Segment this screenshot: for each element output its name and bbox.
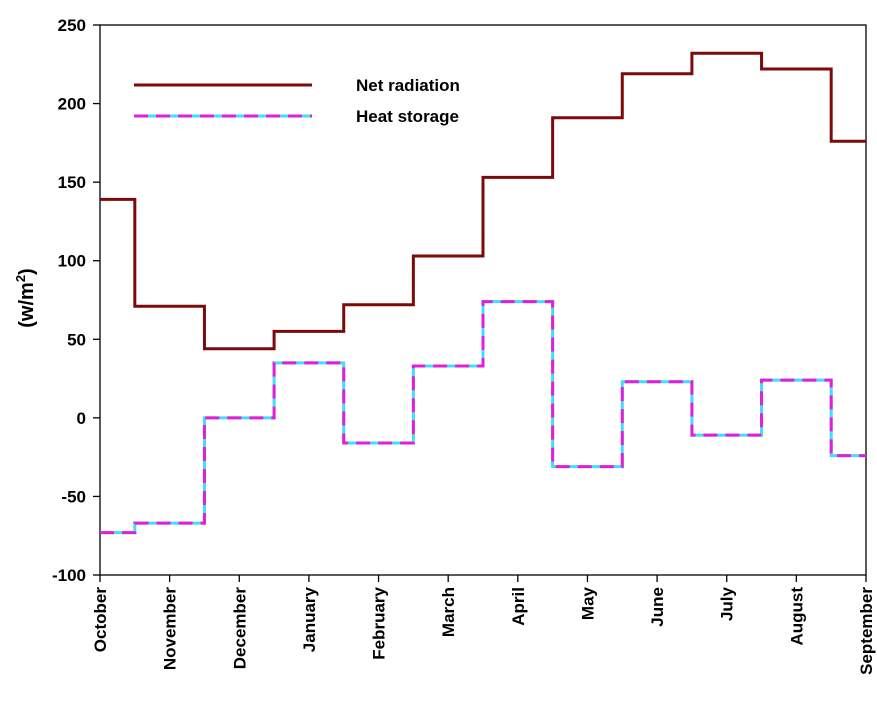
y-tick-label: 50: [67, 330, 86, 349]
y-axis-title: (w/m2): [13, 268, 38, 327]
y-tick-label: -50: [61, 487, 86, 506]
y-axis-title-superscript: 2: [13, 275, 28, 282]
y-axis: -100 -50 0 50 100 150 200 250: [52, 16, 100, 585]
x-tick-label: December: [230, 587, 249, 670]
y-tick-label: 100: [58, 252, 86, 271]
y-axis-title-close: ): [16, 268, 38, 275]
x-tick-label: April: [509, 587, 528, 626]
legend-entry-0: Net radiation: [134, 76, 460, 95]
y-tick-label: 200: [58, 95, 86, 114]
x-tick-label: November: [161, 587, 180, 671]
x-axis: October November December January February Ma…: [91, 575, 876, 675]
y-tick-label: 0: [77, 409, 86, 428]
legend: Net radiation Heat storage: [134, 76, 460, 126]
plot-area: [99, 24, 867, 576]
x-tick-label: May: [578, 586, 597, 620]
x-tick-label: October: [91, 587, 110, 653]
plot-frame: [99, 24, 867, 576]
series-1: [100, 300, 866, 535]
legend-entry-1: Heat storage: [134, 107, 459, 126]
x-tick-label: August: [787, 587, 806, 646]
y-tick-label: -100: [52, 566, 86, 585]
series-line: [100, 300, 866, 535]
legend-label: Heat storage: [356, 107, 459, 126]
x-tick-label: September: [857, 587, 876, 675]
x-tick-label: June: [648, 587, 667, 627]
x-tick-label: July: [718, 586, 737, 621]
legend-label: Net radiation: [356, 76, 460, 95]
y-tick-label: 150: [58, 173, 86, 192]
x-tick-label: February: [370, 586, 389, 659]
y-tick-label: 250: [58, 16, 86, 35]
series-line: [100, 51, 866, 351]
series-0: [100, 51, 866, 351]
x-tick-label: January: [300, 586, 319, 652]
x-tick-label: March: [439, 587, 458, 637]
y-axis-title-base: (w/m: [16, 282, 38, 328]
